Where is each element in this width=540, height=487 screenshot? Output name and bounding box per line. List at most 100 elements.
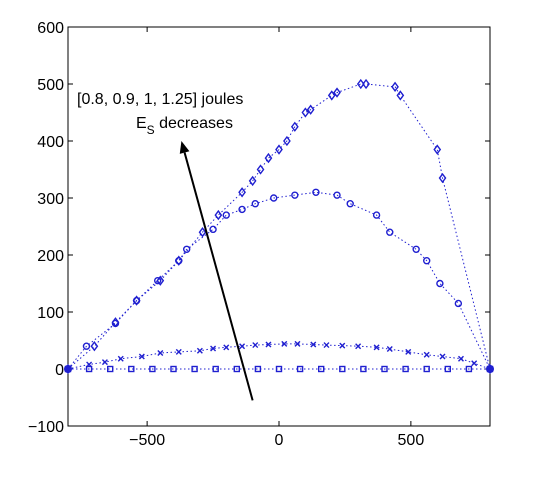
data-point — [214, 209, 223, 221]
data-point — [209, 225, 217, 234]
data-point — [402, 365, 409, 373]
data-point — [196, 347, 203, 354]
series-diamond — [64, 78, 494, 375]
data-point — [238, 187, 246, 198]
data-point — [444, 365, 451, 373]
data-point — [132, 296, 141, 305]
data-point — [306, 104, 315, 115]
data-point — [372, 211, 381, 219]
series-line — [67, 83, 491, 370]
y-tick-label: 100 — [37, 305, 64, 322]
data-point — [222, 211, 230, 219]
data-point — [412, 245, 420, 254]
y-tick-label: 400 — [37, 134, 64, 151]
data-point — [156, 275, 165, 286]
data-point — [312, 188, 320, 197]
data-point — [82, 342, 91, 350]
data-point — [111, 319, 120, 328]
series-line — [67, 191, 491, 370]
data-point — [175, 348, 182, 355]
data-point — [436, 279, 444, 288]
data-point — [471, 360, 478, 367]
data-point — [294, 340, 301, 347]
x-tick-label: −500 — [129, 432, 165, 449]
endpoint-marker — [64, 365, 72, 373]
data-point — [138, 353, 145, 360]
annotation-decreases: decreases — [155, 115, 233, 132]
data-point — [174, 255, 183, 266]
arrow-head — [179, 141, 190, 154]
data-point — [265, 341, 272, 348]
data-point — [275, 144, 283, 155]
axis-ticks: −500 0 500 −100 0 100 200 300 400 500 600 — [28, 20, 490, 449]
y-tick-label: 200 — [37, 248, 64, 265]
y-tick-label: 600 — [37, 20, 64, 37]
x-tick-label: 500 — [398, 432, 425, 449]
data-point — [191, 365, 198, 373]
data-point — [423, 257, 431, 265]
data-point — [465, 365, 473, 373]
series-line — [67, 343, 491, 370]
data-point — [301, 107, 310, 118]
y-tick-label: 0 — [55, 362, 64, 379]
data-point — [323, 342, 330, 349]
data-point — [254, 365, 262, 373]
data-point — [223, 344, 230, 351]
data-point — [391, 81, 399, 93]
data-point — [270, 194, 278, 202]
data-point — [233, 365, 241, 373]
data-point — [355, 343, 362, 350]
data-point — [90, 341, 99, 352]
series-square — [64, 365, 494, 373]
y-tick-label: 300 — [37, 191, 64, 208]
data-point — [281, 340, 288, 347]
x-tick-label: 0 — [275, 432, 284, 449]
annotation-energy-values: [0.8, 0.9, 1, 1.25] joules — [77, 91, 243, 108]
arrow-shaft — [183, 152, 254, 401]
y-tick-label: 500 — [37, 77, 64, 94]
data-point — [252, 342, 259, 349]
data-point — [362, 78, 370, 90]
data-point — [405, 348, 412, 355]
data-point — [327, 90, 336, 101]
annotation-es-decreases: ES decreases — [136, 115, 233, 137]
data-point — [283, 135, 291, 147]
data-point — [256, 164, 265, 175]
data-point — [346, 199, 354, 208]
data-point — [264, 152, 273, 164]
y-tick-label: −100 — [28, 419, 64, 436]
annotation-subscript-s: S — [147, 123, 155, 137]
data-point — [433, 144, 442, 155]
data-point — [386, 228, 394, 236]
data-point — [454, 299, 463, 308]
data-point — [333, 87, 341, 98]
data-point — [339, 365, 346, 373]
data-point — [248, 175, 257, 187]
data-point — [318, 365, 325, 373]
data-point — [423, 365, 430, 373]
arrow-layer — [179, 141, 254, 401]
data-point — [170, 365, 177, 373]
data-point — [128, 365, 135, 373]
data-point — [157, 350, 164, 357]
data-point — [290, 121, 299, 132]
data-point — [198, 227, 207, 238]
data-point — [239, 343, 246, 350]
data-point — [296, 365, 304, 373]
data-point — [275, 365, 283, 373]
data-point — [360, 365, 367, 373]
data-point — [210, 345, 217, 352]
data-point — [457, 355, 464, 362]
data-point — [85, 365, 93, 373]
data-point — [333, 191, 341, 199]
data-point — [238, 205, 246, 214]
data-point — [438, 172, 447, 184]
data-point — [149, 365, 156, 373]
data-point — [132, 295, 141, 306]
data-point — [373, 344, 380, 351]
data-point — [101, 359, 108, 366]
data-point — [153, 276, 162, 285]
data-point — [381, 365, 388, 373]
data-point — [117, 355, 124, 362]
data-point — [386, 346, 393, 353]
